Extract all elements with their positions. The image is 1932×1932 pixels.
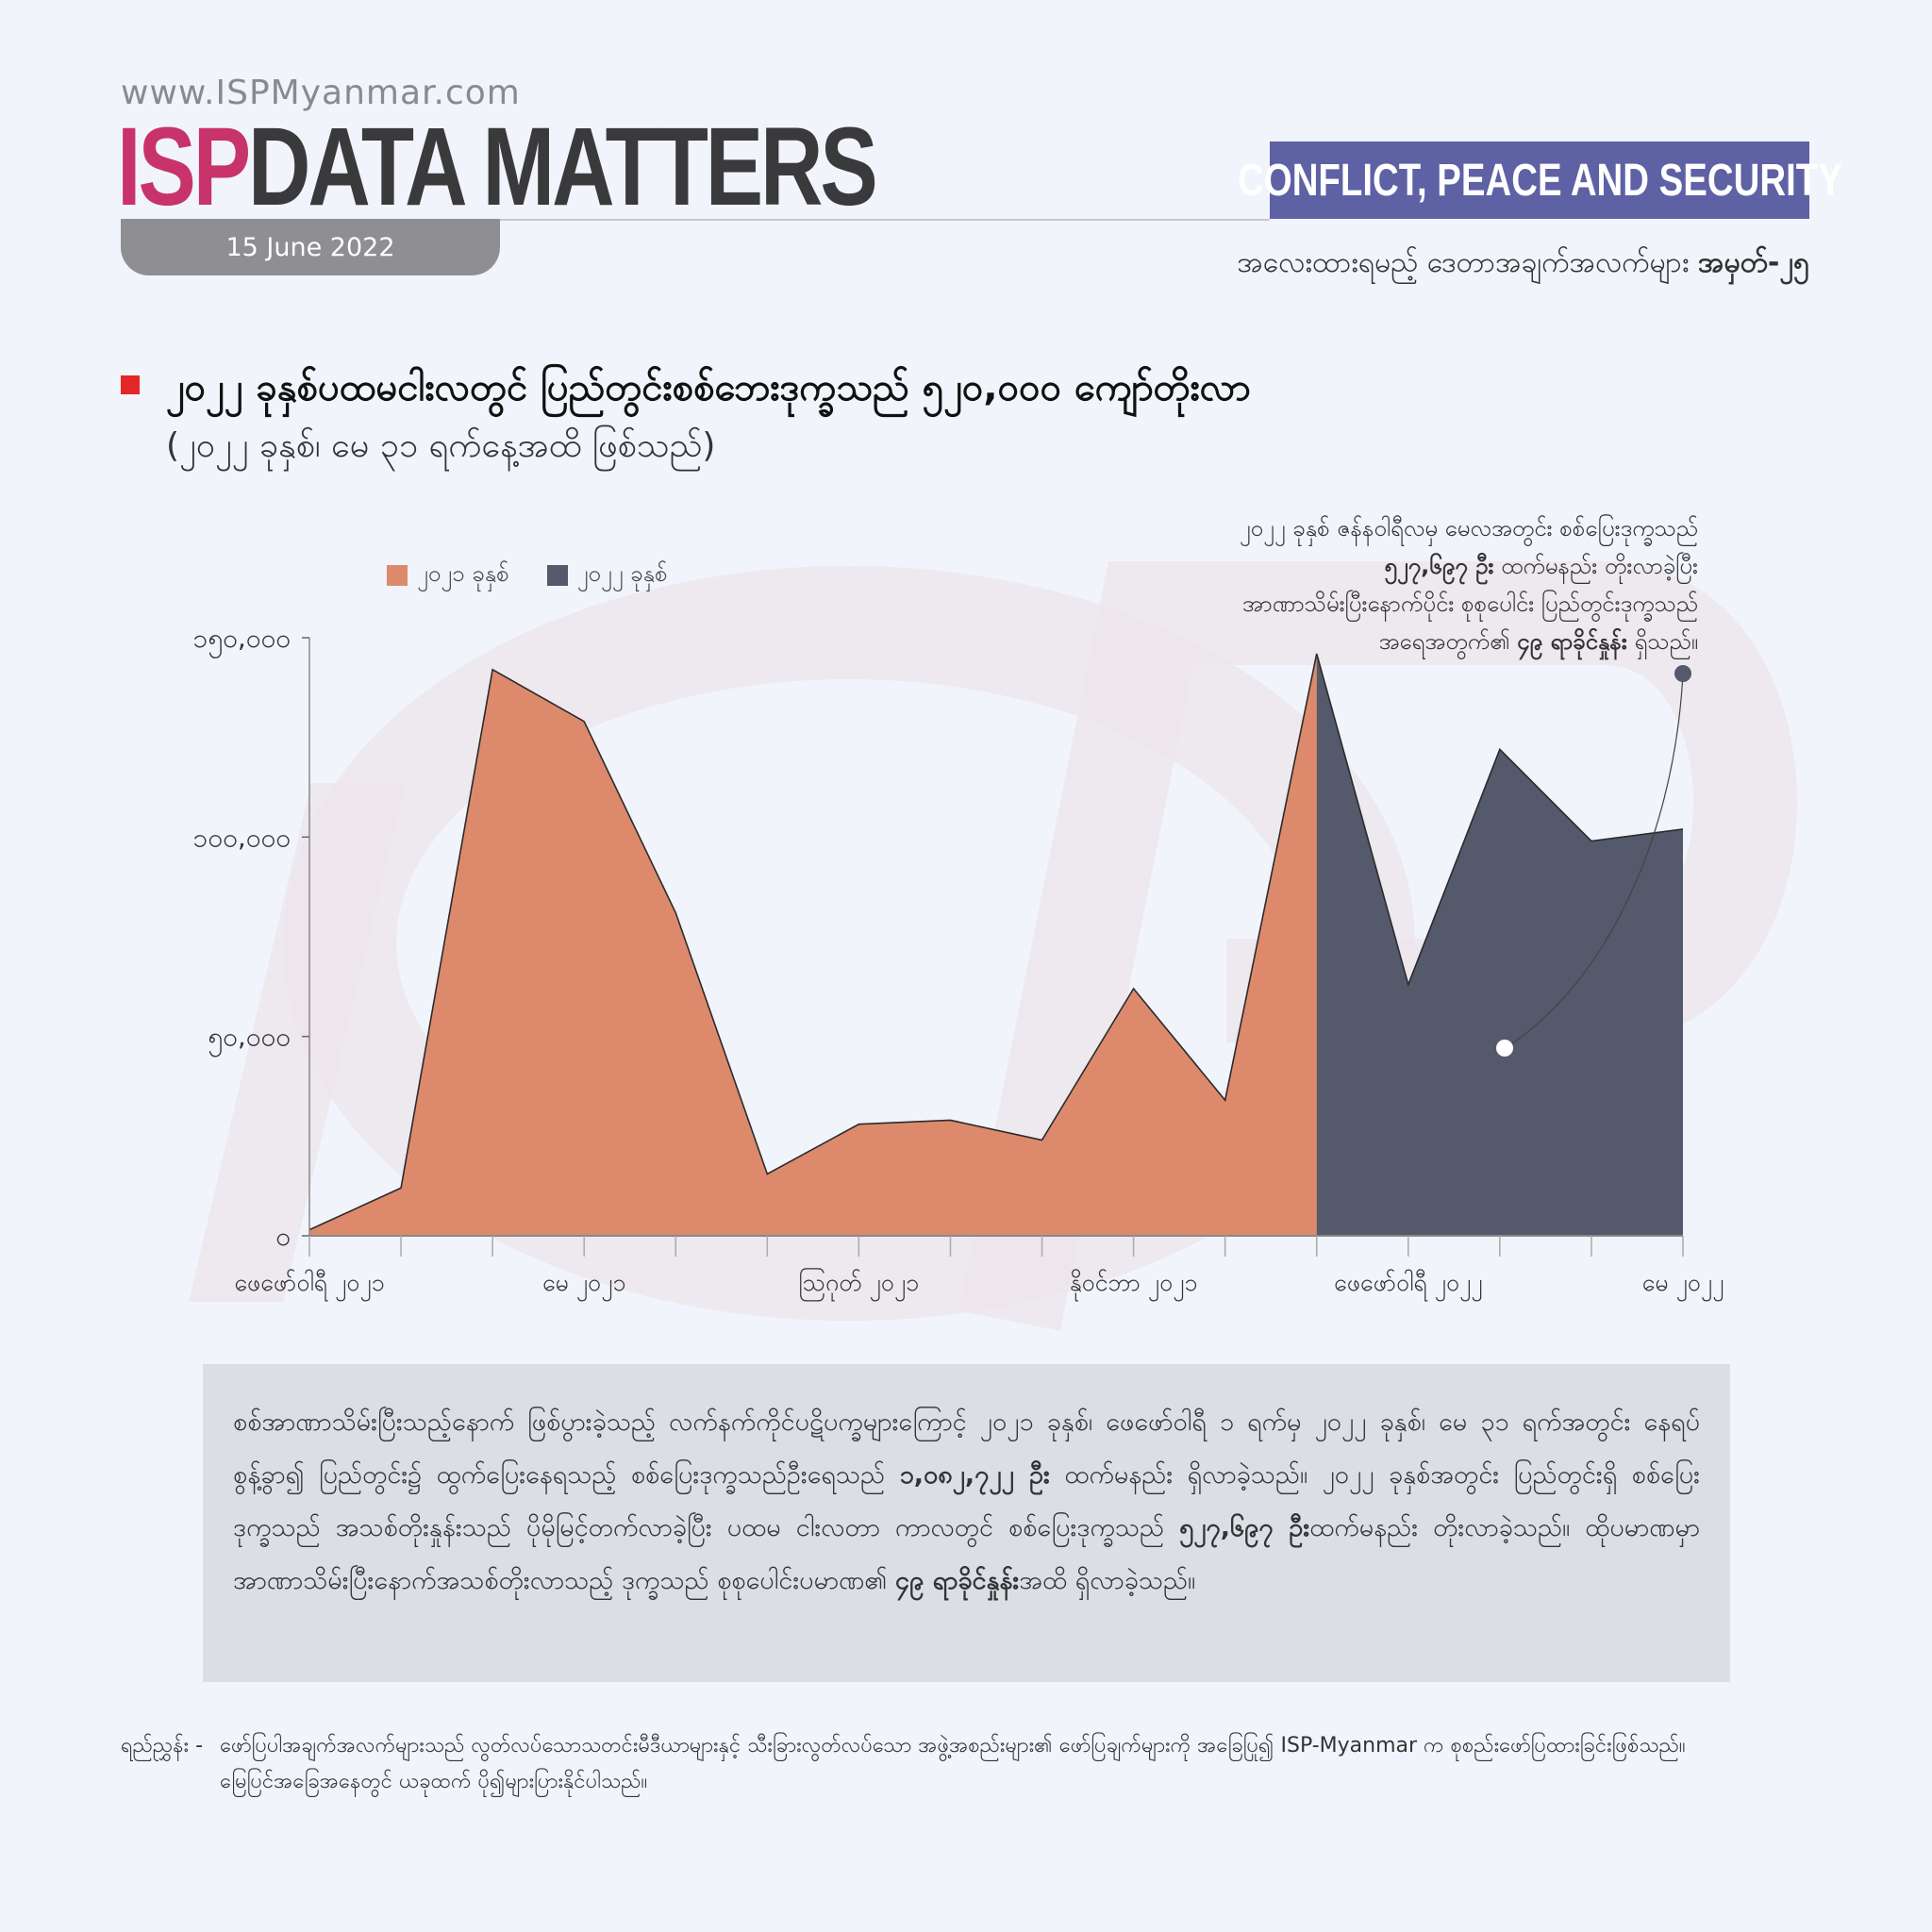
y-tick-label: ၁၀၀,၀၀၀ [193, 822, 291, 853]
series-number: အမှတ်-၂၅ [1698, 246, 1809, 279]
annotation-anchor-dot [1496, 1040, 1513, 1057]
annotation-line: အာဏာသိမ်းပြီးနောက်ပိုင်း စုစုပေါင်း ပြည်… [1241, 591, 1698, 617]
y-tick-label: ၀ [275, 1221, 291, 1252]
summary-text: စစ်အာဏာသိမ်းပြီးသည့်နောက် ဖြစ်ပွားခဲ့သည့… [233, 1407, 1700, 1490]
category-label: CONFLICT, PEACE AND SECURITY [1237, 155, 1842, 206]
chart-annotation: ၂၀၂၂ ခုနှစ် ဇန်နဝါရီလမှ မေလအတွင်း စစ်ပြေ… [1240, 509, 1698, 660]
annotation-text: အရေအတွက်၏ [1378, 628, 1518, 655]
legend-label-2021: ၂၀၂၁ ခုနှစ် [417, 560, 509, 587]
y-tick-label: ၁၅၀,၀၀၀ [193, 623, 291, 659]
summary-box: စစ်အာဏာသိမ်းပြီးသည့်နောက် ဖြစ်ပွားခဲ့သည့… [203, 1364, 1730, 1682]
category-banner: CONFLICT, PEACE AND SECURITY [1238, 142, 1841, 219]
chart-title: ၂၀၂၂ ခုနှစ်ပထမငါးလတွင် ပြည်တွင်းစစ်ဘေးဒု… [166, 366, 1251, 409]
series-text: အလေးထားရမည့် ဒေတာအချက်အလက်များ [1237, 246, 1690, 279]
footnote-label: ရည်ညွှန်း - [121, 1734, 204, 1757]
annotation-line: အရေအတွက်၏ ၄၉ ရာခိုင်နှုန်း ရှိသည်။ [1240, 623, 1698, 660]
x-tick-label: မေ ၂၀၂၂ [1642, 1269, 1724, 1301]
summary-text: အထိ ရှိလာခဲ့သည်။ [1019, 1566, 1196, 1595]
annotation-leader-line [1504, 673, 1684, 1049]
legend-swatch-2022 [546, 565, 568, 586]
line-series-1 [1315, 653, 1684, 988]
summary-text: ထက်မနည်း ရှိလာခဲ့သည်။ ၂၀၂၂ ခုနှစ်အတွင်း … [233, 1460, 1700, 1542]
area-series-1 [1316, 653, 1683, 1236]
x-tick-label: နိုဝင်ဘာ ၂၀၂၁ [1070, 1269, 1198, 1301]
annotation-bold: ၄၉ ရာခိုင်နှုန်း [1517, 628, 1627, 655]
footnote-text: ဖော်ပြပါအချက်အလက်များသည် လွတ်လပ်သောသတင်း… [220, 1734, 1686, 1793]
legend-swatch-2021 [387, 565, 408, 586]
annotation-bold: ၅၂၇,၆၉၇ ဦး [1384, 553, 1494, 579]
summary-text: ထက်မနည်း တိုးလာခဲ့သည်။ ထိုပမာဏမှာ အာဏာသိ… [233, 1513, 1700, 1595]
series-label: အလေးထားရမည့် ဒေတာအချက်အလက်များ အမှတ်-၂၅ [1237, 243, 1809, 286]
summary-bold: ၅၂၇,၆၉၇ ဦး [1179, 1513, 1310, 1542]
y-tick-label: ၅၀,၀၀၀ [208, 1022, 291, 1058]
x-tick-label: ဩဂုတ် ၂၀၂၁ [799, 1268, 920, 1301]
brand-data-matters: DATA MATTERS [247, 105, 878, 229]
brand-logo: ISPDATA MATTERS [117, 111, 878, 223]
legend-item-2021: ၂၀၂၁ ခုနှစ် [387, 558, 509, 592]
annotation-line: ၂၀၂၂ ခုနှစ် ဇန်နဝါရီလမှ မေလအတွင်း စစ်ပြေ… [1239, 515, 1698, 541]
x-tick-label: ဖေဖော်ဝါရီ ၂၀၂၁ [234, 1269, 384, 1301]
area-series-0 [309, 653, 1317, 1236]
x-tick-label: မေ ၂၀၂၁ [542, 1269, 626, 1301]
chart-legend: ၂၀၂၁ ခုနှစ် ၂၀၂၂ ခုနှစ် [387, 558, 668, 592]
brand-isp: ISP [117, 105, 251, 229]
annotation-text: ထက်မနည်း တိုးလာခဲ့ပြီး [1493, 553, 1698, 579]
summary-bold: ၁,၀၈၂,၇၂၂ ဦး [899, 1460, 1050, 1490]
legend-item-2022: ၂၀၂၂ ခုနှစ် [546, 558, 668, 592]
chart-subtitle: (၂၀၂၂ ခုနှစ်၊ မေ ၃၁ ရက်နေ့အထိ ဖြစ်သည်) [166, 426, 716, 465]
x-tick-label: ဖေဖော်ဝါရီ ၂၀၂၂ [1334, 1269, 1483, 1301]
annotation-text: ရှိသည်။ [1626, 628, 1698, 655]
annotation-dot [1674, 665, 1691, 682]
website-url: www.ISPMyanmar.com [121, 74, 521, 112]
legend-label-2022: ၂၀၂၂ ခုနှစ် [576, 560, 668, 587]
header-divider [121, 219, 1270, 221]
footnote: ရည်ညွှန်း - ဖော်ပြပါအချက်အလက်များသည် လွတ… [121, 1728, 1734, 1800]
date-badge: 15 June 2022 [121, 219, 500, 275]
line-series-0 [308, 653, 1318, 1231]
title-marker [121, 375, 140, 394]
summary-bold: ၄၉ ရာခိုင်နှုန်း [894, 1566, 1020, 1595]
annotation-line: ၅၂၇,၆၉၇ ဦး ထက်မနည်း တိုးလာခဲ့ပြီး [1240, 547, 1698, 585]
